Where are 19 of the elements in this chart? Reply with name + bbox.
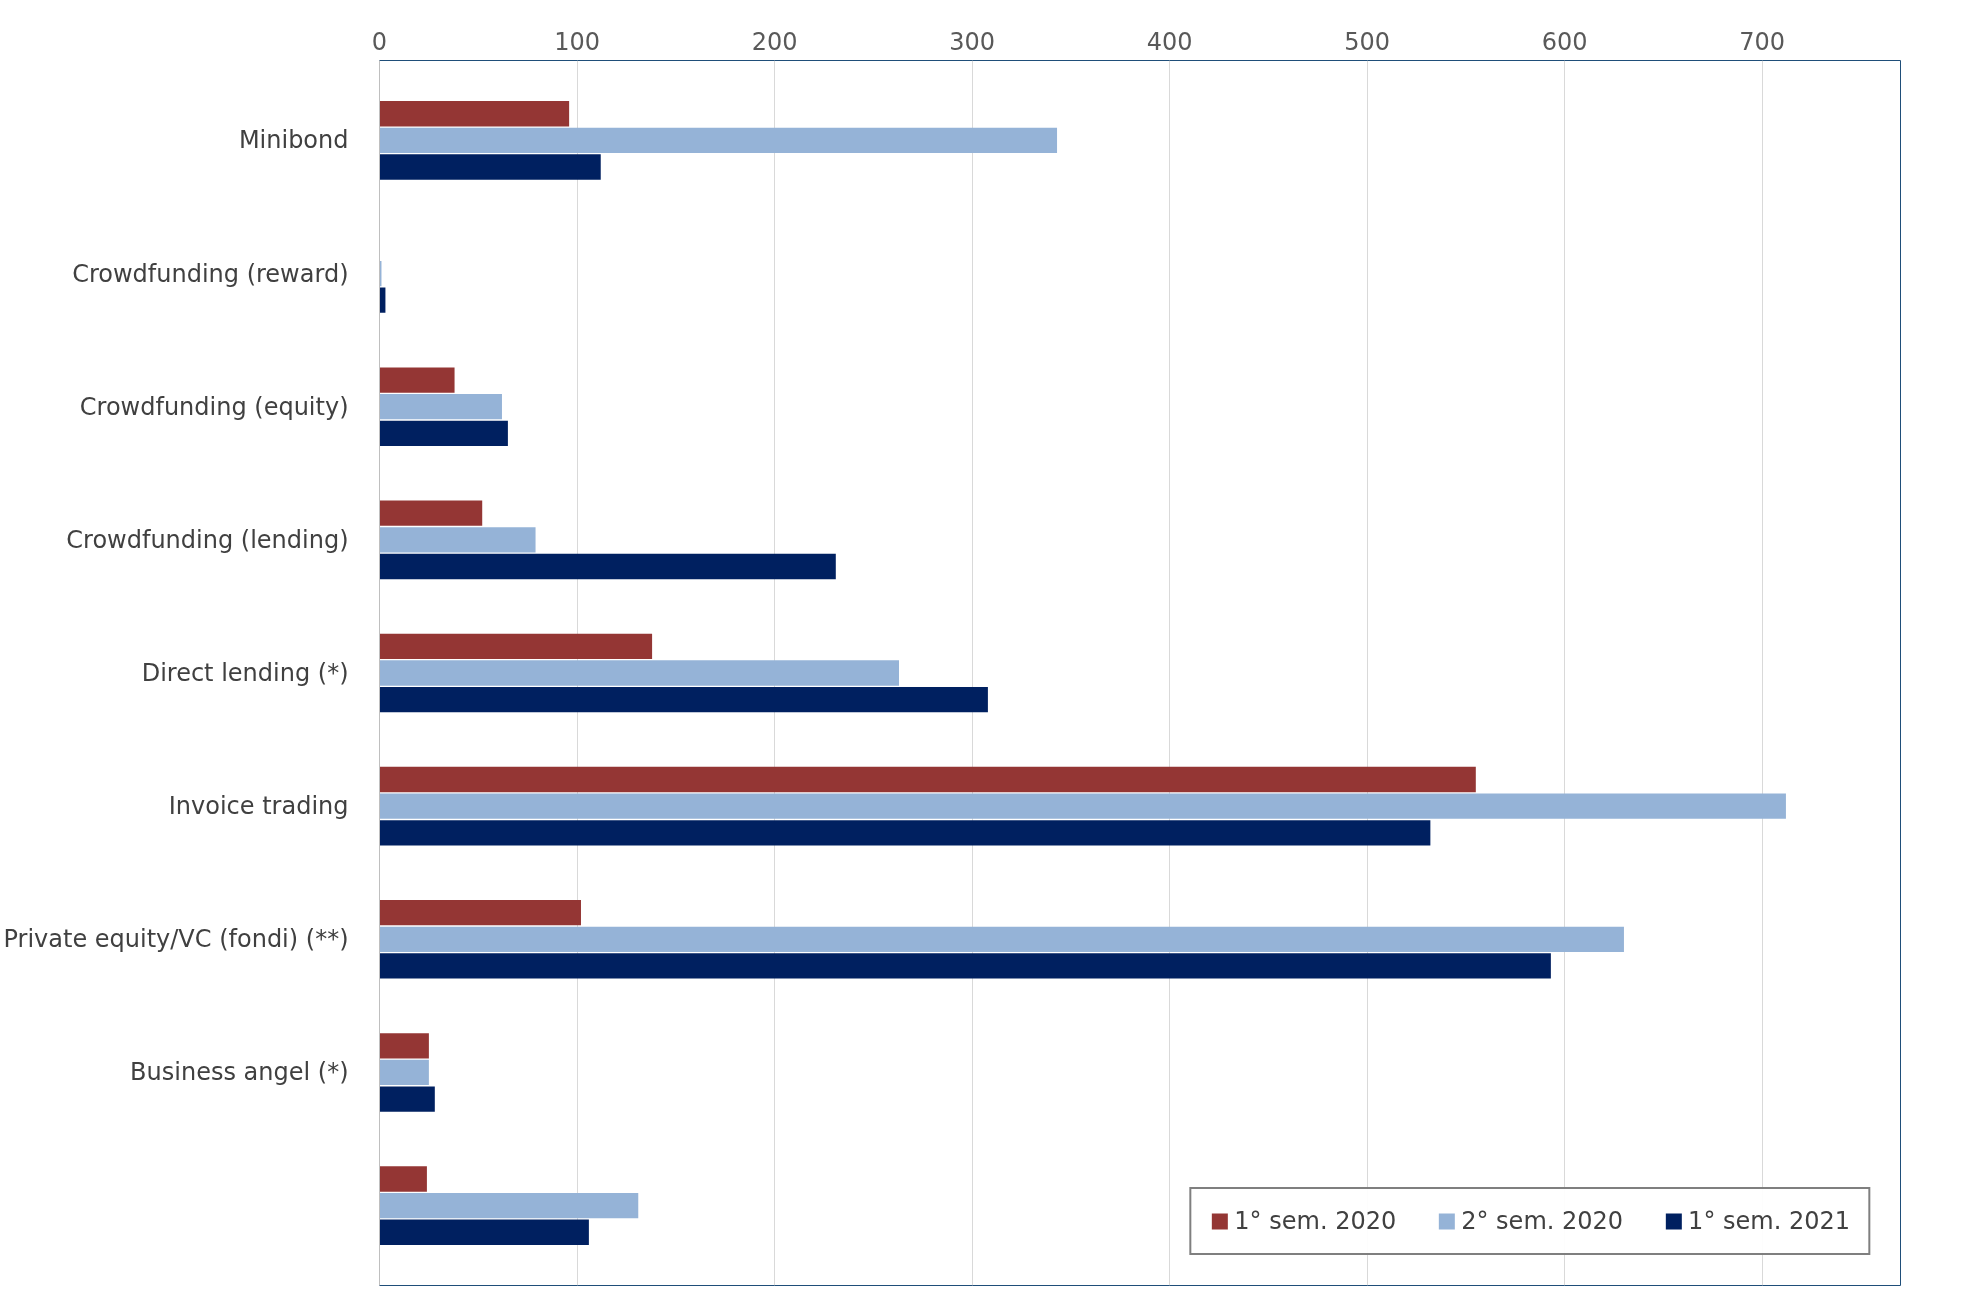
y-tick-label: Crowdfunding (reward): [72, 259, 349, 288]
x-tick-label: 600: [1541, 27, 1588, 56]
y-tick-label: Crowdfunding (equity): [79, 392, 349, 421]
legend-label: 1° sem. 2021: [1688, 1207, 1850, 1235]
x-tick-label: 400: [1146, 27, 1193, 56]
legend-label: 1° sem. 2020: [1234, 1207, 1397, 1235]
x-tick-label: 0: [371, 27, 388, 56]
legend-label: 2° sem. 2020: [1461, 1207, 1624, 1235]
x-tick-label: 700: [1739, 27, 1786, 56]
y-tick-label: Business angel (*): [130, 1058, 349, 1087]
x-tick-label: 300: [949, 27, 996, 56]
y-tick-label: Private equity/VC (fondi) (**): [3, 925, 349, 954]
y-tick-label: Invoice trading: [168, 792, 349, 821]
y-tick-label: Minibond: [238, 126, 349, 155]
y-tick-label: Direct lending (*): [141, 659, 349, 687]
x-tick-label: 500: [1344, 27, 1391, 56]
x-tick-label: 100: [554, 27, 600, 56]
y-tick-label: Crowdfunding (lending): [66, 525, 349, 554]
x-tick-label: 200: [751, 27, 798, 56]
